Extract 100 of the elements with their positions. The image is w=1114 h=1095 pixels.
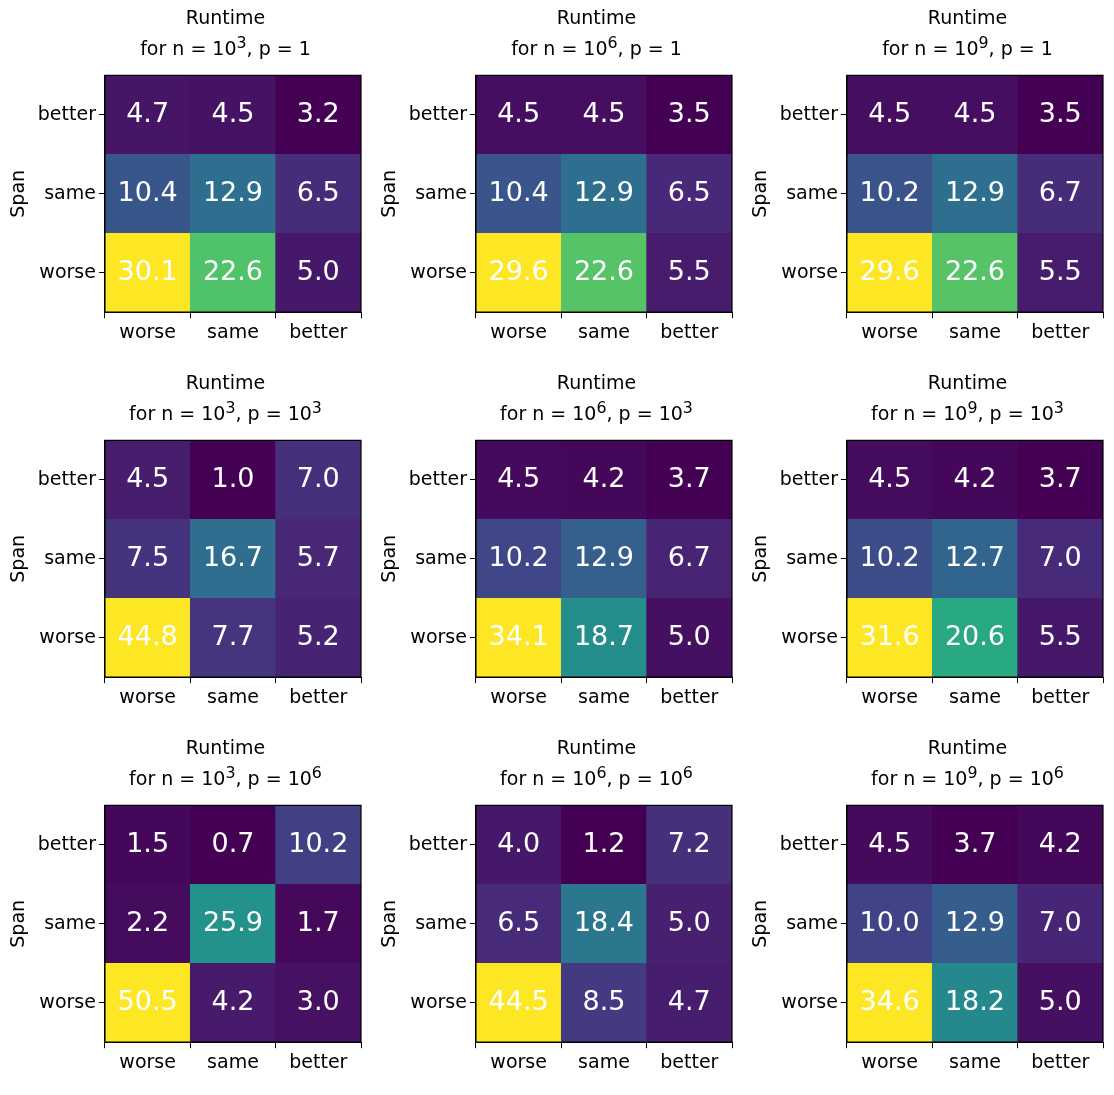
x-tick-label: worse [861, 684, 918, 707]
x-tick-label: same [207, 319, 259, 342]
y-tick-label: better [779, 467, 839, 490]
data-label: 7.0 [296, 462, 340, 494]
data-label: 6.5 [296, 176, 340, 208]
data-label: 44.5 [488, 985, 549, 1017]
y-axis-title: Span [748, 900, 771, 949]
x-tick-label: worse [490, 1049, 547, 1072]
data-label: 5.0 [667, 620, 711, 652]
y-tick-label: same [44, 911, 96, 934]
data-label: 18.2 [944, 985, 1006, 1017]
x-tick-label: same [578, 684, 630, 707]
chart-title: Runtime [927, 371, 1008, 393]
y-tick-label: better [408, 832, 468, 855]
x-tick-label: worse [119, 684, 176, 707]
x-tick-label: same [207, 1049, 259, 1072]
data-label: 5.0 [296, 255, 340, 287]
y-tick-label: same [786, 181, 838, 204]
x-tick-label: better [1031, 684, 1090, 707]
data-label: 12.9 [944, 176, 1006, 208]
y-tick-label: same [44, 546, 96, 569]
chart-subtitle: for n = 10$^{6}$, p = 10$^{6}$ [500, 763, 693, 790]
data-label: 3.0 [296, 985, 340, 1017]
data-label: 4.2 [582, 462, 626, 494]
data-label: 50.5 [117, 985, 178, 1017]
x-tick-label: same [578, 319, 630, 342]
y-tick-label: better [37, 832, 97, 855]
y-tick-label: better [408, 102, 468, 125]
x-tick-label: better [289, 319, 348, 342]
data-label: 10.4 [117, 176, 178, 208]
data-label: 12.9 [202, 176, 264, 208]
data-label: 18.4 [573, 906, 635, 938]
data-label: 4.5 [868, 827, 912, 859]
data-label: 18.7 [573, 620, 635, 652]
data-label: 4.7 [126, 97, 170, 129]
data-label: 34.1 [488, 620, 549, 652]
y-tick-label: same [44, 181, 96, 204]
chart-title: Runtime [185, 736, 266, 758]
data-label: 12.7 [944, 541, 1006, 573]
data-label: 1.0 [211, 462, 255, 494]
y-axis-title: Span [377, 170, 400, 219]
chart-subtitle: for n = 10$^{3}$, p = 10$^{3}$ [129, 398, 322, 425]
data-label: 7.0 [1038, 541, 1082, 573]
data-label: 12.9 [573, 176, 635, 208]
x-tick-label: better [1031, 319, 1090, 342]
data-label: 34.6 [859, 985, 920, 1017]
data-label: 6.5 [497, 906, 541, 938]
data-label: 5.7 [296, 541, 340, 573]
data-label: 3.7 [667, 462, 711, 494]
data-label: 3.7 [953, 827, 997, 859]
data-label: 5.2 [296, 620, 340, 652]
data-label: 5.0 [667, 906, 711, 938]
data-label: 3.5 [667, 97, 711, 129]
data-label: 4.2 [1038, 827, 1082, 859]
data-label: 5.0 [1038, 985, 1082, 1017]
y-tick-label: worse [781, 260, 838, 282]
data-label: 5.5 [1038, 620, 1082, 652]
data-label: 22.6 [573, 255, 635, 287]
data-label: 4.5 [953, 97, 997, 129]
data-label: 10.2 [859, 541, 920, 573]
x-tick-label: worse [119, 1049, 176, 1072]
x-tick-label: same [949, 1049, 1001, 1072]
data-label: 4.2 [211, 985, 255, 1017]
y-tick-label: worse [410, 990, 467, 1012]
chart-subtitle: for n = 10$^{9}$, p = 10$^{3}$ [871, 398, 1064, 425]
chart-subtitle: for n = 10$^{6}$, p = 10$^{3}$ [500, 398, 693, 425]
chart-title: Runtime [556, 736, 637, 758]
data-label: 10.2 [488, 541, 549, 573]
y-tick-label: better [37, 102, 97, 125]
data-label: 20.6 [944, 620, 1006, 652]
chart-subtitle: for n = 10$^{9}$, p = 10$^{6}$ [871, 763, 1064, 790]
x-tick-label: same [949, 684, 1001, 707]
chart-title: Runtime [185, 6, 266, 28]
data-label: 31.6 [859, 620, 920, 652]
y-tick-label: worse [410, 625, 467, 647]
y-axis-title: Span [6, 535, 29, 584]
data-label: 16.7 [202, 541, 264, 573]
data-label: 30.1 [117, 255, 178, 287]
x-tick-label: better [660, 1049, 719, 1072]
chart-title: Runtime [927, 736, 1008, 758]
chart-title: Runtime [556, 371, 637, 393]
x-tick-label: worse [490, 684, 547, 707]
data-label: 10.2 [859, 176, 920, 208]
chart-title: Runtime [185, 371, 266, 393]
data-label: 22.6 [944, 255, 1006, 287]
data-label: 7.0 [1038, 906, 1082, 938]
x-tick-label: better [660, 684, 719, 707]
y-tick-label: worse [39, 625, 96, 647]
y-tick-label: same [415, 546, 467, 569]
chart-subtitle: for n = 10$^{3}$, p = 1 [140, 33, 311, 60]
chart-subtitle: for n = 10$^{9}$, p = 1 [882, 33, 1053, 60]
chart-title: Runtime [556, 6, 637, 28]
y-tick-label: worse [781, 990, 838, 1012]
data-label: 3.7 [1038, 462, 1082, 494]
x-tick-label: better [660, 319, 719, 342]
data-label: 4.0 [497, 827, 541, 859]
data-label: 4.2 [953, 462, 997, 494]
y-tick-label: better [408, 467, 468, 490]
data-label: 0.7 [211, 827, 255, 859]
data-label: 3.2 [296, 97, 340, 129]
